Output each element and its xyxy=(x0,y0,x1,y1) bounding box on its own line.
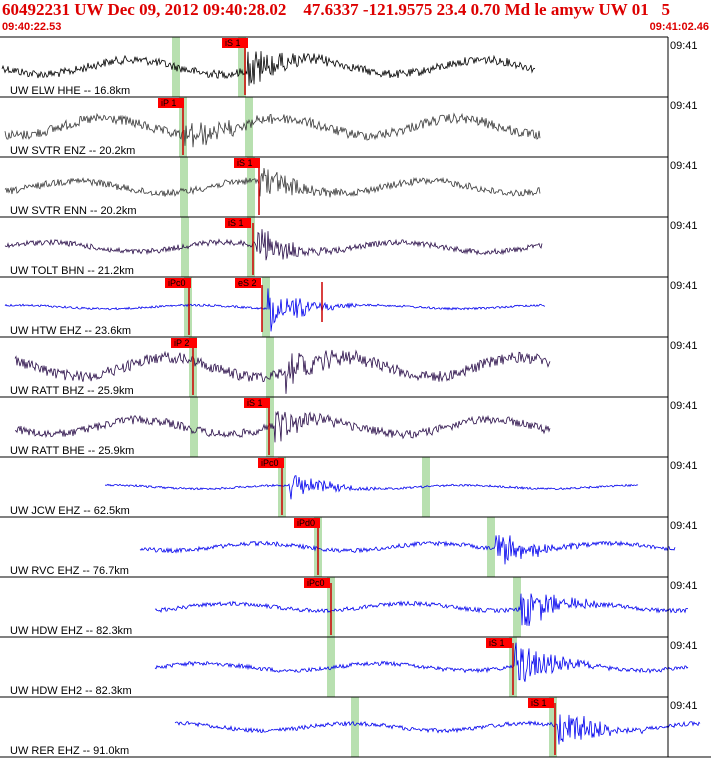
pick-window-band xyxy=(266,337,274,397)
phase-pick-label: iS 1 xyxy=(531,698,547,708)
time-tick-label: 09:41 xyxy=(670,700,698,712)
waveform-trace[interactable] xyxy=(4,288,546,332)
window-end-time: 09:41:02.46 xyxy=(649,21,709,33)
phase-pick-label: iP 1 xyxy=(161,98,176,108)
station-label: UW HDW EH2 -- 82.3km xyxy=(10,685,132,697)
phase-pick-tag[interactable] xyxy=(244,398,270,408)
phase-pick-label: iS 1 xyxy=(237,158,253,168)
window-start-time: 09:40:22.53 xyxy=(2,21,62,33)
pick-window-band xyxy=(184,277,192,337)
pick-window-band xyxy=(487,517,495,577)
phase-pick-tag[interactable] xyxy=(234,158,260,168)
phase-pick-tag[interactable] xyxy=(171,338,197,348)
phase-pick-label: iS 1 xyxy=(489,638,505,648)
phase-pick-tag[interactable] xyxy=(165,278,191,288)
station-label: UW TOLT BHN -- 21.2km xyxy=(10,265,134,277)
station-label: UW SVTR ENN -- 20.2km xyxy=(10,205,137,217)
station-label: UW HDW EHZ -- 82.3km xyxy=(10,625,132,637)
phase-pick-label: iPd0 xyxy=(297,518,315,528)
waveform-trace[interactable] xyxy=(174,714,701,745)
time-tick-label: 09:41 xyxy=(670,520,698,532)
waveform-trace[interactable] xyxy=(139,535,676,565)
phase-pick-label: iPc0 xyxy=(261,458,279,468)
time-tick-label: 09:41 xyxy=(670,340,698,352)
pick-window-band xyxy=(190,397,198,457)
station-label: UW JCW EHZ -- 62.5km xyxy=(10,505,130,517)
phase-pick-tag[interactable] xyxy=(258,458,284,468)
phase-pick-label: iPc0 xyxy=(168,278,186,288)
pick-window-band xyxy=(180,157,188,217)
time-tick-label: 09:41 xyxy=(670,100,698,112)
time-tick-label: 09:41 xyxy=(670,220,698,232)
phase-pick-tag[interactable] xyxy=(235,278,261,288)
station-label: UW ELW HHE -- 16.8km xyxy=(10,85,130,97)
phase-pick-tag[interactable] xyxy=(158,98,184,108)
phase-pick-label: iPc0 xyxy=(307,578,325,588)
phase-pick-label: iS 1 xyxy=(247,398,263,408)
station-label: UW RATT BHZ -- 25.9km xyxy=(10,385,134,397)
pick-window-band xyxy=(513,577,521,637)
waveform-trace[interactable] xyxy=(4,167,541,198)
waveform-trace[interactable] xyxy=(14,411,551,443)
waveform-trace[interactable] xyxy=(4,112,541,148)
pick-window-band xyxy=(549,697,557,757)
phase-pick-tag[interactable] xyxy=(222,38,248,48)
pick-window-band xyxy=(266,397,274,457)
time-tick-label: 09:41 xyxy=(670,640,698,652)
phase-pick-tag[interactable] xyxy=(486,638,512,648)
phase-pick-label: eS 2 xyxy=(238,278,257,288)
station-label: UW SVTR ENZ -- 20.2km xyxy=(10,145,135,157)
pick-window-band xyxy=(245,97,253,157)
header-bar: 60492231 UW Dec 09, 2012 09:40:28.02 47.… xyxy=(0,0,711,37)
pick-window-band xyxy=(262,277,270,337)
station-label: UW RVC EHZ -- 76.7km xyxy=(10,565,129,577)
time-tick-label: 09:41 xyxy=(670,160,698,172)
time-tick-label: 09:41 xyxy=(670,280,698,292)
phase-pick-tag[interactable] xyxy=(304,578,330,588)
waveform-trace[interactable] xyxy=(14,349,551,394)
phase-pick-tag[interactable] xyxy=(528,698,554,708)
event-title: 60492231 UW Dec 09, 2012 09:40:28.02 47.… xyxy=(2,0,670,19)
waveform-trace[interactable] xyxy=(4,229,543,261)
phase-pick-tag[interactable] xyxy=(225,218,251,228)
waveform-trace[interactable] xyxy=(1,51,536,86)
time-tick-label: 09:41 xyxy=(670,580,698,592)
phase-pick-label: iS 1 xyxy=(225,38,241,48)
time-tick-label: 09:41 xyxy=(670,40,698,52)
pick-window-band xyxy=(327,637,335,697)
pick-window-band xyxy=(238,37,246,97)
waveform-trace[interactable] xyxy=(104,475,639,500)
phase-pick-label: iS 1 xyxy=(228,218,244,228)
station-label: UW HTW EHZ -- 23.6km xyxy=(10,325,131,337)
pick-window-band xyxy=(181,217,189,277)
phase-pick-label: iP 2 xyxy=(174,338,189,348)
pick-window-band xyxy=(247,157,255,217)
station-label: UW RER EHZ -- 91.0km xyxy=(10,745,129,757)
time-tick-label: 09:41 xyxy=(670,460,698,472)
pick-window-band xyxy=(351,697,359,757)
waveform-trace[interactable] xyxy=(154,642,689,682)
phase-pick-tag[interactable] xyxy=(294,518,320,528)
waveform-trace[interactable] xyxy=(154,593,689,626)
station-label: UW RATT BHE -- 25.9km xyxy=(10,445,134,457)
time-tick-label: 09:41 xyxy=(670,400,698,412)
